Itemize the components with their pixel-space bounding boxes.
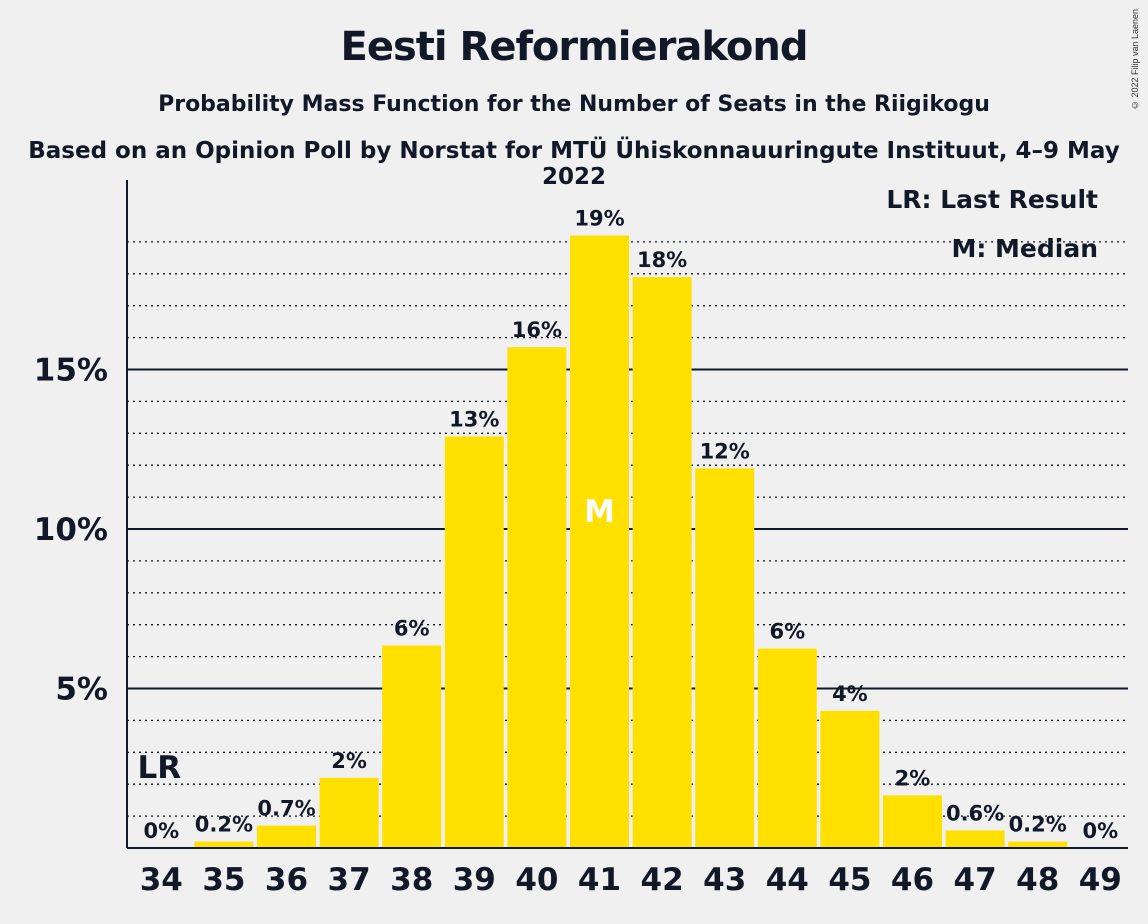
x-tick-37: 37: [328, 862, 371, 898]
x-tick-47: 47: [954, 862, 997, 898]
chart-title: Eesti Reformierakond: [340, 24, 809, 70]
axes: [126, 180, 1128, 849]
bar-45: [820, 710, 880, 848]
bars: [194, 235, 1068, 848]
y-tick-5: 5%: [55, 672, 108, 708]
x-tick-40: 40: [515, 862, 558, 898]
x-tick-38: 38: [390, 862, 433, 898]
minor-gridlines: [127, 241, 1128, 817]
data-label-48: 0.2%: [1009, 813, 1067, 837]
bar-36: [257, 825, 316, 848]
x-tick-45: 45: [828, 862, 871, 898]
y-tick-10: 10%: [34, 512, 108, 548]
bar-38: [382, 645, 442, 848]
chart-source-line: Based on an Opinion Poll by Norstat for …: [28, 138, 1120, 190]
chart-subtitle: Probability Mass Function for the Number…: [158, 92, 990, 117]
data-label-42: 18%: [637, 248, 687, 272]
data-label-45: 4%: [832, 682, 868, 706]
data-label-43: 12%: [700, 439, 750, 463]
bar-47: [945, 830, 1005, 848]
x-tick-labels: 34 35 36 37 38 39 40 41 42 43 44 45 46 47 48 49: [140, 862, 1122, 898]
x-tick-41: 41: [578, 862, 621, 898]
y-tick-15: 15%: [34, 353, 108, 389]
median-marker: M: [584, 494, 615, 530]
bar-44: [757, 648, 817, 848]
data-label-37: 2%: [331, 749, 367, 773]
data-label-46: 2%: [895, 766, 931, 790]
x-tick-43: 43: [703, 862, 746, 898]
bar-48: [1008, 841, 1068, 848]
bar-42: [632, 276, 692, 848]
data-label-34: 0%: [143, 819, 179, 843]
data-label-47: 0.6%: [946, 801, 1004, 825]
bar-41: [570, 235, 629, 848]
bar-39: [444, 436, 504, 848]
y-tick-labels: 5% 10% 15%: [34, 353, 108, 708]
bar-37: [319, 777, 379, 848]
bar-35: [194, 841, 254, 848]
data-label-40: 16%: [512, 318, 562, 342]
x-tick-39: 39: [453, 862, 496, 898]
x-tick-36: 36: [265, 862, 308, 898]
bar-43: [695, 468, 755, 848]
x-tick-42: 42: [641, 862, 684, 898]
x-tick-49: 49: [1079, 862, 1122, 898]
data-label-44: 6%: [769, 620, 805, 644]
x-tick-44: 44: [766, 862, 809, 898]
data-label-36: 0.7%: [257, 797, 315, 821]
x-tick-35: 35: [202, 862, 245, 898]
x-tick-48: 48: [1016, 862, 1059, 898]
data-labels: 0%LR0.2%0.7%2%6%13%16%19%M18%12%6%4%2%0.…: [137, 207, 1118, 843]
data-label-41: 19%: [574, 207, 624, 231]
x-tick-46: 46: [891, 862, 934, 898]
last-result-marker: LR: [137, 750, 181, 786]
data-label-35: 0.2%: [195, 813, 253, 837]
x-tick-34: 34: [140, 862, 183, 898]
legend-median: M: Median: [951, 234, 1098, 263]
data-label-49: 0%: [1082, 819, 1118, 843]
bar-40: [507, 347, 567, 848]
data-label-39: 13%: [449, 407, 499, 431]
data-label-38: 6%: [394, 616, 430, 640]
legend-last-result: LR: Last Result: [886, 185, 1098, 214]
bar-46: [883, 795, 942, 848]
